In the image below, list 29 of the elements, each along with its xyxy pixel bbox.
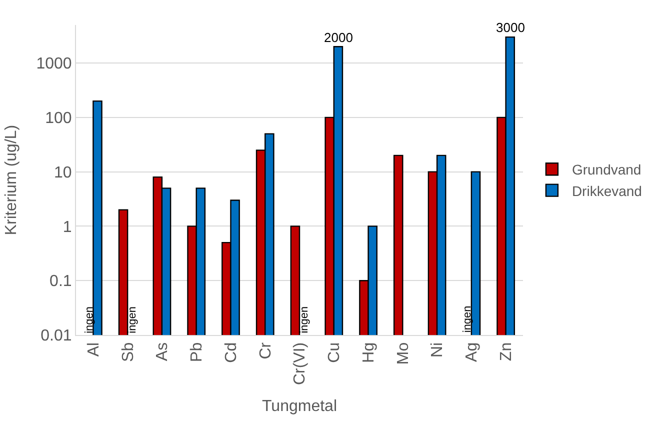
x-tick-label: Cu <box>326 342 344 363</box>
y-tick-label: 1 <box>62 218 72 236</box>
x-tick-label: Zn <box>498 342 516 362</box>
legend-label: Grundvand <box>572 162 642 178</box>
data-label: 3000 <box>496 20 525 35</box>
x-tick-label: Ag <box>464 342 481 362</box>
annotation: ingen <box>298 306 310 334</box>
annotation: ingen <box>126 306 138 334</box>
x-tick-label: Al <box>85 342 102 357</box>
x-tick-label: Ni <box>429 342 446 358</box>
x-tick-label: Cd <box>222 342 240 363</box>
y-axis-title: Kriterium (ug/L) <box>3 124 20 236</box>
x-tick-label: Pb <box>188 342 206 362</box>
x-axis-title: Tungmetal <box>262 398 337 415</box>
y-tick-label: 1000 <box>36 56 72 73</box>
y-tick-label: 100 <box>45 110 72 128</box>
legend-label: Drikkevand <box>572 182 642 199</box>
x-tick-label: Hg <box>360 342 378 363</box>
y-tick-label: 10 <box>54 164 72 182</box>
data-label: 2000 <box>324 30 353 45</box>
x-tick-label: Mo <box>394 342 412 365</box>
x-tick-label: As <box>154 342 172 362</box>
x-tick-label: Cr <box>257 342 274 360</box>
x-tick-label: Sb <box>120 342 137 362</box>
annotation: ingen <box>462 306 474 333</box>
y-tick-label: 0.1 <box>50 273 72 290</box>
x-tick-label: Cr(VI) <box>292 342 309 386</box>
annotation: ingen <box>83 306 96 334</box>
y-tick-label: 0.01 <box>40 328 72 345</box>
